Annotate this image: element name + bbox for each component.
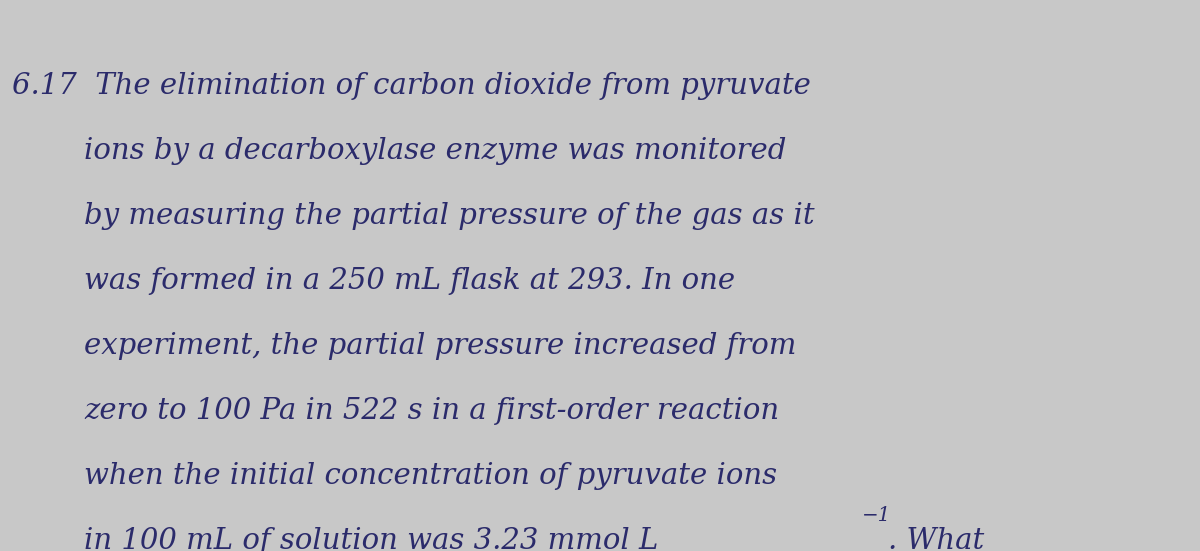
Text: −1: −1: [862, 506, 890, 525]
Text: when the initial concentration of pyruvate ions: when the initial concentration of pyruva…: [84, 462, 778, 490]
Text: 6.17  The elimination of carbon dioxide from pyruvate: 6.17 The elimination of carbon dioxide f…: [12, 72, 811, 100]
Text: . What: . What: [888, 527, 984, 551]
Text: ions by a decarboxylase enzyme was monitored: ions by a decarboxylase enzyme was monit…: [84, 137, 786, 165]
Text: by measuring the partial pressure of the gas as it: by measuring the partial pressure of the…: [84, 202, 815, 230]
Text: zero to 100 Pa in 522 s in a first-order reaction: zero to 100 Pa in 522 s in a first-order…: [84, 397, 779, 425]
Text: was formed in a 250 mL flask at 293. In one: was formed in a 250 mL flask at 293. In …: [84, 267, 736, 295]
Text: in 100 mL of solution was 3.23 mmol L: in 100 mL of solution was 3.23 mmol L: [84, 527, 659, 551]
Text: experiment, the partial pressure increased from: experiment, the partial pressure increas…: [84, 332, 797, 360]
